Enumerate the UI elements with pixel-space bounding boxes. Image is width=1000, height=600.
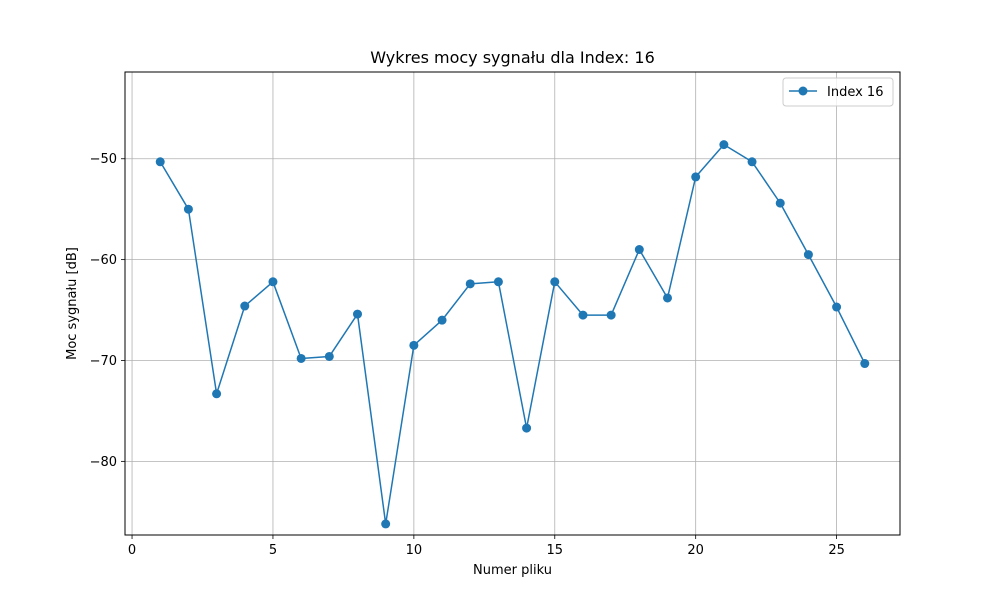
data-point bbox=[719, 140, 729, 150]
data-point bbox=[465, 279, 475, 289]
data-point bbox=[493, 277, 503, 287]
data-point bbox=[296, 353, 306, 363]
x-tick-label: 15 bbox=[546, 543, 563, 558]
data-point bbox=[860, 359, 870, 369]
axes-frame bbox=[124, 71, 901, 536]
x-tick-label: 0 bbox=[128, 543, 136, 558]
series-line bbox=[159, 143, 866, 525]
legend-marker-sample bbox=[798, 86, 808, 96]
x-tick-label: 25 bbox=[828, 543, 845, 558]
data-point bbox=[578, 310, 588, 320]
legend-box bbox=[782, 77, 894, 107]
y-axis-label: Moc sygnału [dB] bbox=[65, 247, 80, 360]
data-point bbox=[747, 157, 757, 167]
data-point bbox=[437, 315, 447, 325]
x-tick-label: 5 bbox=[269, 543, 277, 558]
legend: Index 16 bbox=[782, 77, 894, 107]
legend-label: Index 16 bbox=[827, 85, 883, 100]
data-point bbox=[634, 245, 644, 255]
data-point bbox=[212, 389, 222, 399]
data-point bbox=[832, 302, 842, 312]
data-point bbox=[775, 198, 785, 208]
chart-title: Wykres mocy sygnału dla Index: 16 bbox=[370, 48, 655, 67]
x-tick-label: 10 bbox=[406, 543, 423, 558]
data-point bbox=[409, 340, 419, 350]
y-tick-label: −50 bbox=[90, 152, 117, 167]
data-point bbox=[324, 351, 334, 361]
data-point bbox=[155, 157, 165, 167]
data-point bbox=[550, 277, 560, 287]
x-tick-label: 20 bbox=[687, 543, 704, 558]
data-point bbox=[606, 310, 616, 320]
data-point bbox=[663, 293, 672, 303]
y-tick-label: −70 bbox=[90, 354, 117, 369]
data-point bbox=[240, 301, 250, 311]
x-axis-label: Numer pliku bbox=[473, 563, 552, 578]
y-tick-label: −60 bbox=[90, 253, 117, 268]
data-point bbox=[381, 519, 391, 529]
data-point bbox=[268, 277, 278, 287]
ticks: 0 5 10 15 20 25 −80 −70 −60 −50 bbox=[90, 152, 845, 558]
y-tick-label: −80 bbox=[90, 455, 117, 470]
series-layer bbox=[155, 140, 870, 529]
data-point bbox=[183, 204, 193, 214]
data-point bbox=[353, 309, 362, 319]
data-point bbox=[522, 423, 532, 433]
data-point bbox=[691, 172, 701, 182]
data-point bbox=[803, 250, 813, 260]
